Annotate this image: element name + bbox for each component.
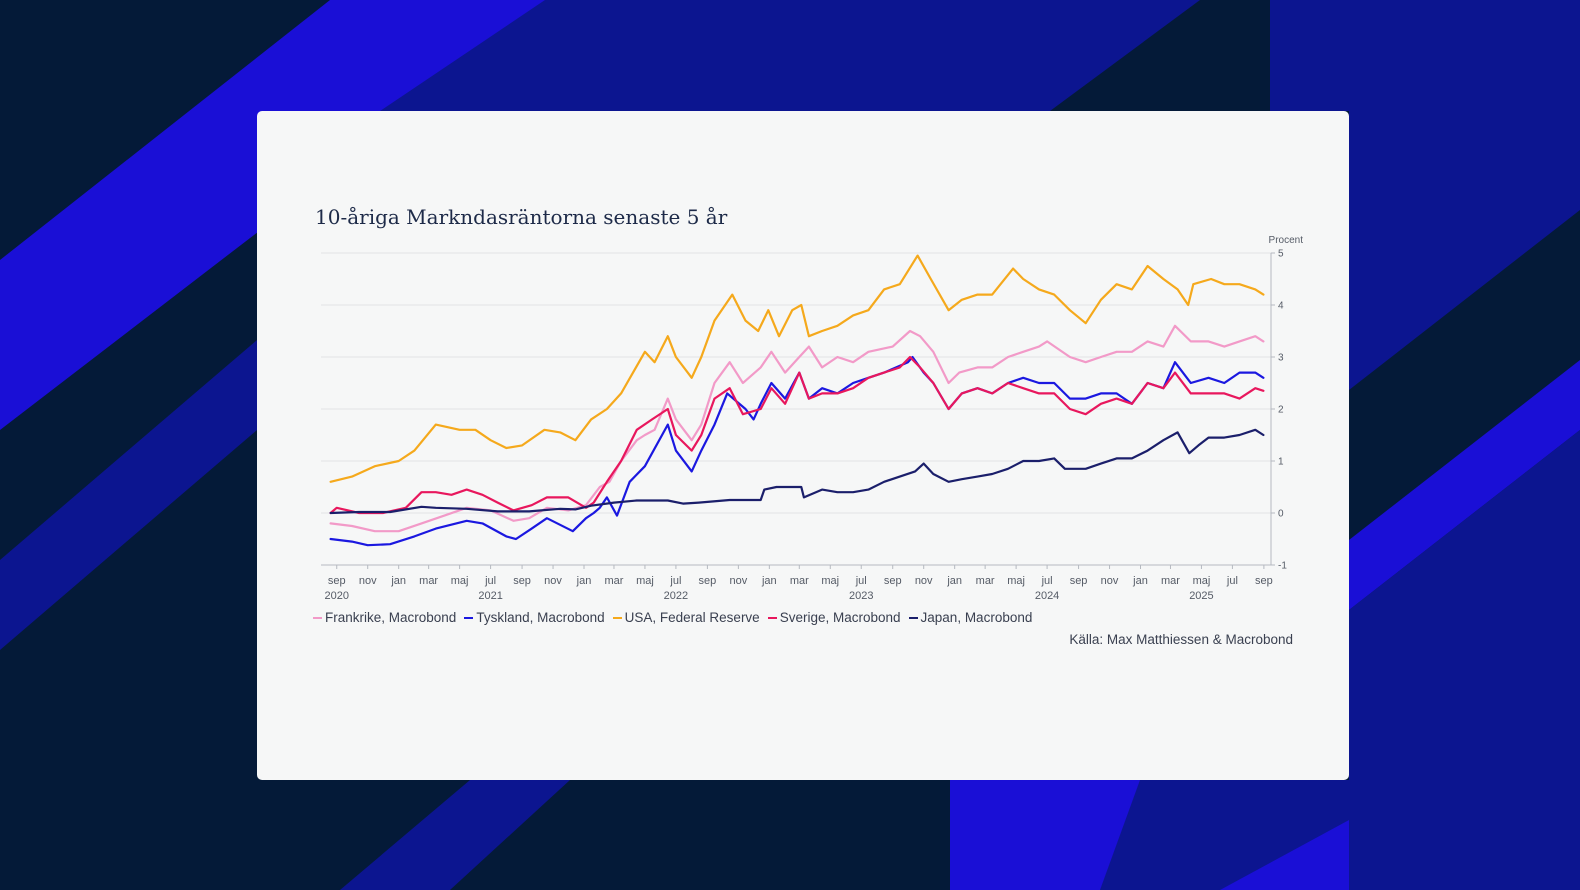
background-stripe	[340, 780, 570, 890]
x-tick-label: mar	[790, 575, 809, 587]
y-tick-label: 0	[1278, 509, 1284, 520]
y-tick-label: 5	[1278, 249, 1284, 260]
background-stripe	[1349, 430, 1580, 890]
x-year-label: 2023	[849, 590, 873, 602]
x-tick-label: sep	[328, 575, 346, 587]
x-tick-label: mar	[419, 575, 438, 587]
background-stripe	[0, 340, 257, 650]
x-tick-label: jul	[1226, 575, 1238, 587]
legend-item: Frankrike, Macrobond	[313, 610, 456, 625]
x-tick-label: sep	[699, 575, 717, 587]
legend-label: Japan, Macrobond	[920, 610, 1033, 625]
x-tick-label: maj	[821, 575, 839, 587]
y-tick-label: 2	[1278, 405, 1284, 416]
x-tick-label: jan	[576, 575, 592, 587]
background-stripe	[380, 0, 1200, 111]
x-tick-label: sep	[884, 575, 902, 587]
legend-item: Tyskland, Macrobond	[464, 610, 605, 625]
x-tick-label: nov	[915, 575, 933, 587]
chart-title: 10-åriga Markndasräntorna senaste 5 år	[315, 205, 728, 229]
x-year-label: 2025	[1189, 590, 1213, 602]
legend-swatch	[908, 616, 918, 619]
x-tick-label: jul	[855, 575, 867, 587]
x-tick-label: nov	[1101, 575, 1119, 587]
legend-swatch	[767, 616, 777, 619]
x-tick-label: mar	[1161, 575, 1180, 587]
series-line	[329, 355, 1265, 547]
series-line	[329, 355, 1265, 515]
x-tick-label: maj	[1193, 575, 1211, 587]
source-note: Källa: Max Matthiessen & Macrobond	[1069, 632, 1293, 647]
x-tick-label: jan	[1132, 575, 1148, 587]
legend-item: USA, Federal Reserve	[612, 610, 760, 625]
legend-swatch	[612, 616, 622, 619]
x-tick-label: nov	[359, 575, 377, 587]
x-tick-label: sep	[1070, 575, 1088, 587]
background-stripe	[1349, 360, 1580, 610]
y-tick-label: 1	[1278, 457, 1284, 468]
x-tick-label: maj	[636, 575, 654, 587]
x-tick-label: nov	[544, 575, 562, 587]
legend-label: Sverige, Macrobond	[779, 610, 901, 625]
x-tick-label: sep	[1255, 575, 1273, 587]
y-tick-label: 3	[1278, 353, 1284, 364]
x-tick-label: jan	[390, 575, 406, 587]
y-tick-label: -1	[1278, 561, 1287, 572]
x-tick-label: nov	[729, 575, 747, 587]
legend-item: Sverige, Macrobond	[767, 610, 901, 625]
x-tick-label: jul	[1041, 575, 1053, 587]
x-tick-label: jan	[946, 575, 962, 587]
x-year-label: 2024	[1035, 590, 1059, 602]
x-tick-label: maj	[451, 575, 469, 587]
background-stripe	[1270, 0, 1580, 390]
legend-item: Japan, Macrobond	[908, 610, 1033, 625]
chart-card: 10-åriga Markndasräntorna senaste 5 år -…	[257, 111, 1349, 780]
legend-swatch	[313, 616, 322, 619]
legend-label: Tyskland, Macrobond	[476, 610, 605, 625]
series-line	[329, 324, 1265, 533]
x-tick-label: mar	[976, 575, 995, 587]
y-tick-label: 4	[1278, 301, 1284, 312]
legend-label: Frankrike, Macrobond	[325, 610, 457, 625]
chart-legend: Frankrike, Macrobond Tyskland, Macrobond U…	[313, 610, 1032, 625]
x-year-label: 2021	[478, 590, 502, 602]
x-tick-label: mar	[604, 575, 623, 587]
x-tick-label: maj	[1007, 575, 1025, 587]
x-tick-label: jul	[484, 575, 496, 587]
x-tick-label: jul	[669, 575, 681, 587]
background-stripe	[1100, 780, 1349, 890]
y-axis-label: Procent	[1269, 235, 1304, 246]
series-line	[329, 254, 1265, 483]
x-tick-label: sep	[513, 575, 531, 587]
x-year-label: 2020	[324, 590, 348, 602]
x-year-label: 2022	[664, 590, 688, 602]
x-tick-label: jan	[761, 575, 777, 587]
series-line	[329, 428, 1265, 515]
legend-label: USA, Federal Reserve	[624, 610, 760, 625]
legend-swatch	[464, 616, 474, 619]
